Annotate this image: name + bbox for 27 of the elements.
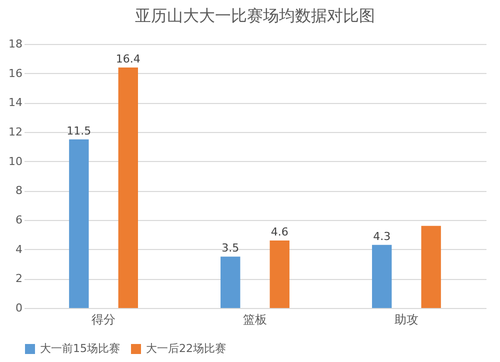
bar [372,244,392,308]
y-tick-label: 18 [8,38,22,50]
y-tick-label: 2 [16,272,22,286]
data-label: 4.3 [373,230,391,243]
bar [69,139,89,308]
y-tick-label: 0 [16,302,22,314]
data-label: 16.4 [116,52,140,66]
chart-title: 亚历山大大一比赛场均数据对比图 [135,6,375,25]
y-tick-label: 6 [16,214,22,226]
bar [118,67,138,308]
x-tick-label: 助攻 [394,312,418,326]
data-label: 4.6 [270,226,288,239]
y-tick-label: 12 [8,126,22,138]
x-tick-label: 篮板 [243,312,267,326]
bar [220,256,240,308]
y-tick-label: 4 [16,242,22,256]
y-tick-label: 8 [16,184,22,198]
bar [270,240,290,308]
y-tick-label: 10 [8,154,22,168]
bar [421,226,441,308]
y-tick-label: 16 [8,66,22,80]
x-tick-label: 得分 [92,312,116,326]
legend-label: 大一后22场比赛 [146,342,226,355]
legend-label: 大一前15场比赛 [40,342,120,355]
data-label: 3.5 [222,242,240,255]
y-tick-label: 14 [8,96,22,110]
data-label: 11.5 [66,124,92,138]
